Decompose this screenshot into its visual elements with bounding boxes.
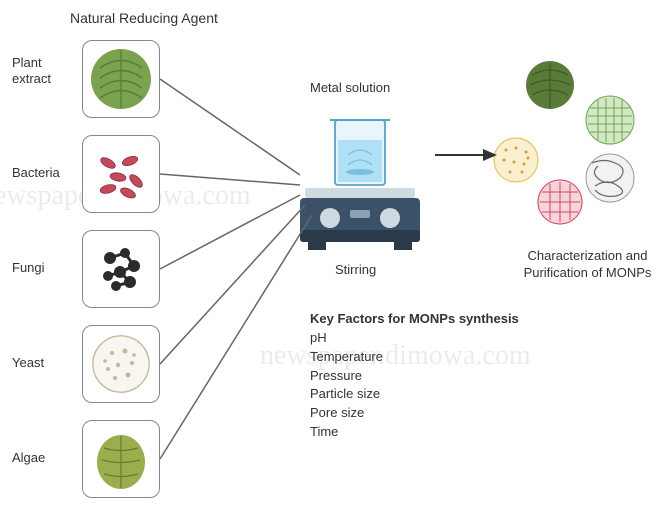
fungi-icon (90, 238, 152, 300)
agent-box-fungi (82, 230, 160, 308)
key-factor-item: pH (310, 329, 519, 348)
agent-label-bacteria: Bacteria (12, 165, 77, 181)
bacteria-icon (90, 143, 152, 205)
key-factor-item: Time (310, 423, 519, 442)
key-factor-item: Pore size (310, 404, 519, 423)
algae-icon (90, 428, 152, 490)
key-factors-title: Key Factors for MONPs synthesis (310, 310, 519, 329)
agents-heading: Natural Reducing Agent (70, 10, 218, 26)
agent-label-algae: Algae (12, 450, 77, 466)
stirring-label: Stirring (335, 262, 376, 277)
key-factors-block: Key Factors for MONPs synthesis pH Tempe… (310, 310, 519, 442)
agent-label-fungi: Fungi (12, 260, 77, 276)
key-factor-item: Temperature (310, 348, 519, 367)
agent-box-algae (82, 420, 160, 498)
agent-box-bacteria (82, 135, 160, 213)
metal-solution-label: Metal solution (310, 80, 390, 95)
key-factor-item: Pressure (310, 367, 519, 386)
key-factor-item: Particle size (310, 385, 519, 404)
agent-box-yeast (82, 325, 160, 403)
plant-extract-icon (90, 48, 152, 110)
agent-label-yeast: Yeast (12, 355, 77, 371)
yeast-icon (90, 333, 152, 395)
agent-box-plant (82, 40, 160, 118)
agent-label-plant: Plantextract (12, 55, 77, 86)
stirrer-device-icon (280, 110, 440, 280)
products-label: Characterization andPurification of MONP… (510, 248, 665, 282)
